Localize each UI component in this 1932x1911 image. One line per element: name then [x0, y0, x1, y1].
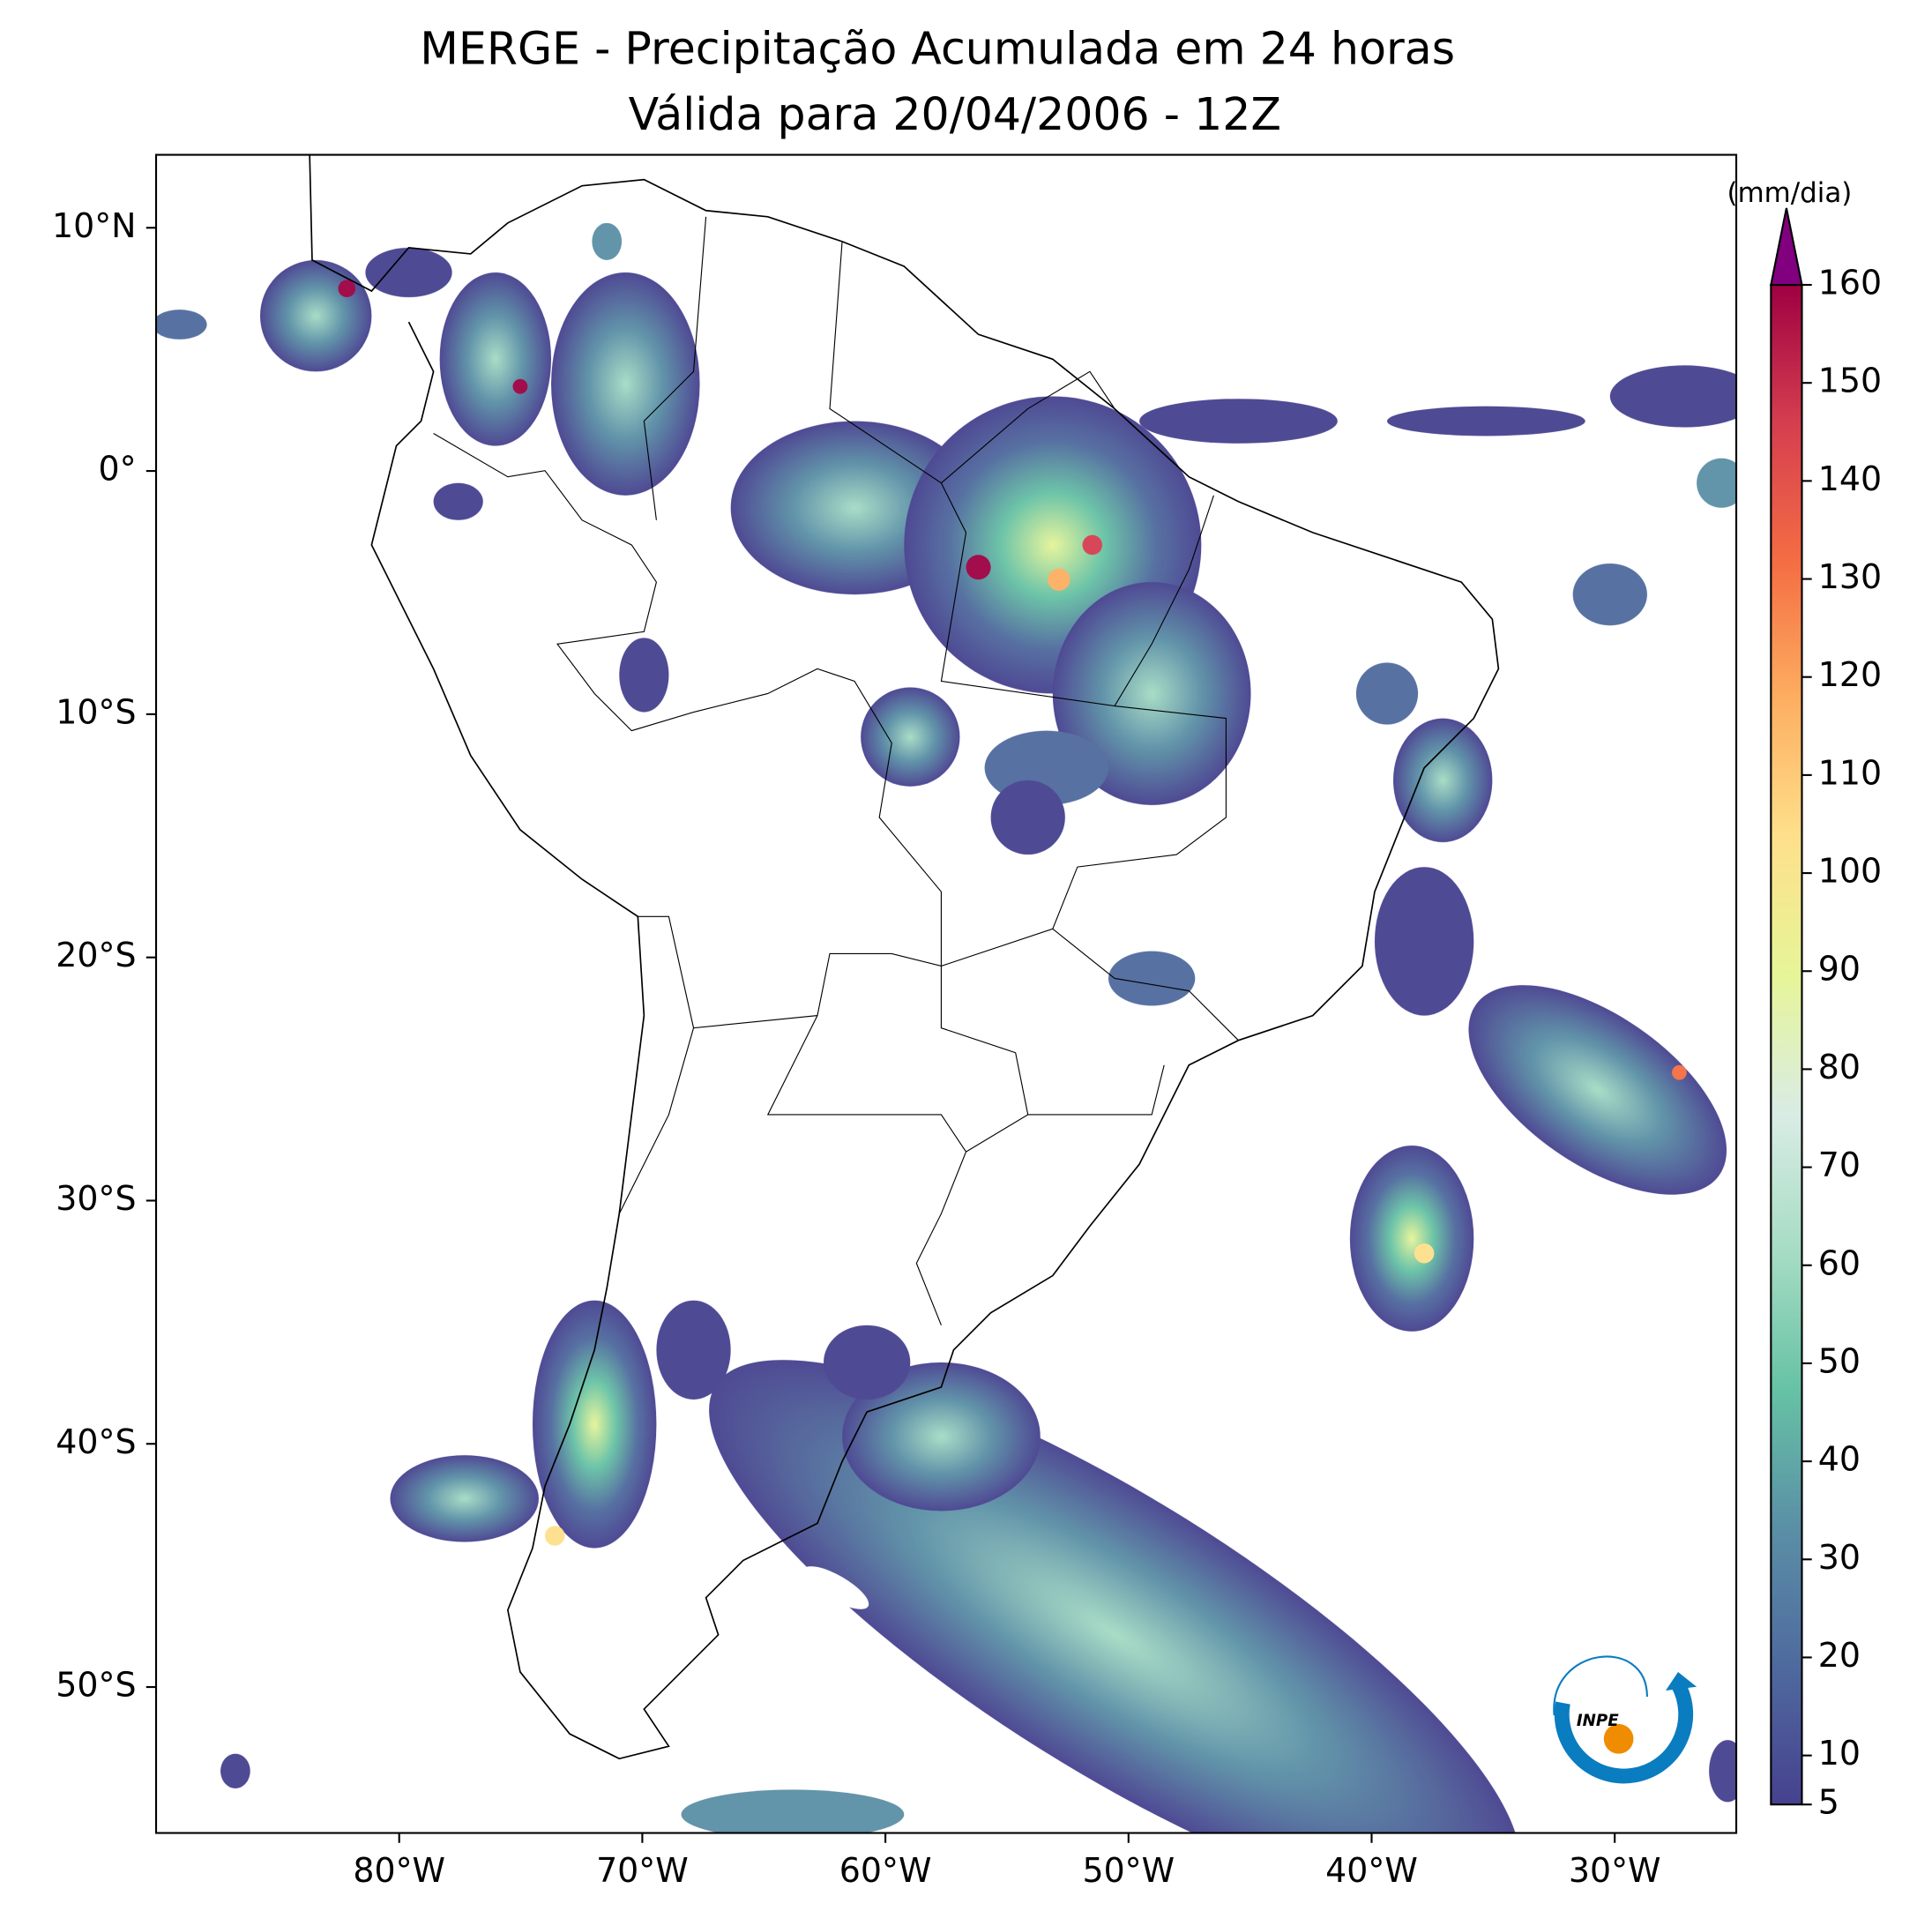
colorbar-tick-label: 150	[1818, 362, 1882, 400]
y-tick-label: 30°S	[56, 1179, 136, 1218]
x-tick-label: 70°W	[596, 1851, 689, 1890]
colorbar-tick-label: 90	[1818, 950, 1861, 989]
x-tick-label: 40°W	[1325, 1851, 1418, 1890]
y-tick-label: 50°S	[56, 1666, 136, 1705]
precipitation	[156, 222, 1737, 1833]
x-tick-label: 80°W	[353, 1851, 445, 1890]
colorbar-tick-label: 140	[1818, 459, 1882, 498]
colorbar-tick-label: 30	[1818, 1538, 1861, 1577]
colorbar-tick-label: 110	[1818, 753, 1882, 792]
colorbar-tick-label: 10	[1818, 1734, 1861, 1773]
y-tick-label: 10°S	[56, 692, 136, 731]
x-tick-label: 50°W	[1082, 1851, 1175, 1890]
colorbar-extend	[1770, 207, 1803, 287]
coastline	[309, 154, 1500, 1760]
title-line: Válida para 20/04/2006 - 12Z	[629, 88, 1281, 140]
y-tick-label: 10°N	[52, 206, 137, 245]
colorbar-tick-label: 60	[1818, 1243, 1861, 1282]
colorbar-tick-label: 20	[1818, 1636, 1861, 1675]
x-tick-label: 60°W	[839, 1851, 932, 1890]
map-frame	[154, 153, 1738, 1834]
colorbar-tick-label: 100	[1818, 852, 1882, 891]
colorbar-tick-label: 120	[1818, 655, 1882, 694]
colorbar-tick-label: 70	[1818, 1146, 1861, 1184]
y-tick-label: 20°S	[56, 936, 136, 974]
logo-text: INPE	[1577, 1712, 1619, 1730]
colorbar-tick-label: 80	[1818, 1048, 1861, 1086]
y-tick-label: 0°	[98, 450, 136, 489]
colorbar-tick-label: 130	[1818, 557, 1882, 596]
colorbar-tick-label: 5	[1818, 1783, 1839, 1822]
colorbar-label: (mm/dia)	[1727, 177, 1853, 209]
colorbar-tick-label: 40	[1818, 1440, 1861, 1479]
colorbar	[1770, 283, 1803, 1806]
logo: INPE	[1553, 1655, 1697, 1784]
x-tick-label: 30°W	[1569, 1851, 1661, 1890]
colorbar-tick-label: 160	[1818, 264, 1882, 302]
y-tick-label: 40°S	[56, 1422, 136, 1461]
map-area	[156, 154, 1737, 1833]
title-line: MERGE - Precipitação Acumulada em 24 hor…	[420, 22, 1455, 74]
borders	[433, 216, 1239, 1325]
colorbar-tick-label: 50	[1818, 1341, 1861, 1380]
